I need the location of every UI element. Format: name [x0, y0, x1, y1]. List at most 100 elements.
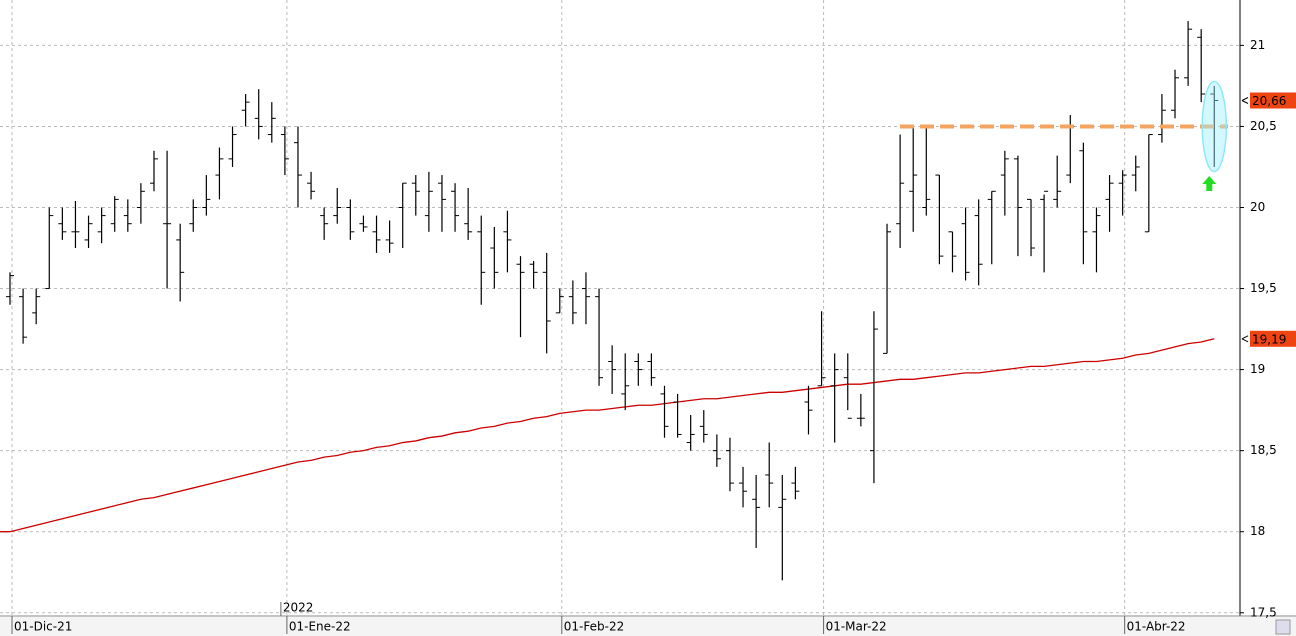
- moving-average-line: [0, 338, 1215, 533]
- ohlc-bar: [961, 207, 970, 281]
- ohlc-bar: [1027, 198, 1036, 257]
- y-tick-label: 19,5: [1250, 281, 1277, 295]
- ohlc-bar: [215, 147, 224, 200]
- ohlc-bar: [97, 207, 106, 244]
- y-tick-label: 19: [1250, 362, 1265, 376]
- ohlc-bar: [595, 288, 604, 386]
- ohlc-bar: [424, 171, 433, 232]
- ohlc-bar: [725, 437, 734, 492]
- ohlc-bar: [437, 175, 446, 232]
- ohlc-bar: [1092, 207, 1101, 273]
- y-tick-label: 21: [1250, 38, 1265, 52]
- ohlc-bar: [778, 474, 787, 581]
- price-pointer: [1241, 335, 1249, 343]
- ohlc-bar: [752, 474, 761, 548]
- ohlc-bar: [817, 311, 826, 387]
- ohlc-bar: [45, 207, 54, 290]
- ohlc-bar: [542, 252, 551, 354]
- ohlc-bar: [241, 94, 250, 127]
- ohlc-bar: [581, 272, 590, 325]
- ohlc-bar: [254, 89, 263, 140]
- up-arrow: [1202, 176, 1217, 191]
- ohlc-bar: [1013, 155, 1022, 257]
- ohlc-bar: [739, 466, 748, 508]
- ohlc-bar: [699, 410, 708, 443]
- ohlc-bar: [411, 175, 420, 216]
- ohlc-bar: [634, 353, 643, 386]
- ohlc-bar: [974, 199, 983, 286]
- ohlc-bar: [529, 260, 538, 289]
- ohlc-bar: [856, 393, 865, 427]
- ohlc-bar: [1184, 21, 1193, 86]
- price-label: 20,66: [1252, 94, 1286, 108]
- x-tick-label: 01-Ene-22: [289, 620, 351, 634]
- ohlc-bar: [6, 272, 14, 305]
- price-pointer: [1241, 97, 1249, 104]
- ohlc-bar: [896, 134, 905, 249]
- ohlc-bar: [1079, 142, 1088, 265]
- ohlc-bar: [1210, 85, 1219, 167]
- ohlc-bar: [228, 126, 237, 167]
- ohlc-bar: [267, 102, 276, 143]
- ohlc-bar: [621, 353, 630, 411]
- ohlc-bar: [765, 442, 774, 508]
- ohlc-bar: [372, 215, 381, 253]
- ohlc-bar: [660, 385, 669, 438]
- ohlc-bar: [123, 199, 132, 232]
- x-axis-band: [0, 617, 1296, 636]
- year-label: 2022: [283, 601, 314, 615]
- ohlc-bar: [791, 466, 800, 500]
- ohlc-bar: [516, 256, 525, 338]
- ohlc-bar: [359, 215, 368, 232]
- ohlc-bar: [1197, 29, 1206, 103]
- ohlc-bar: [830, 353, 839, 443]
- ohlc-bar: [948, 231, 957, 273]
- ohlc-bar: [333, 188, 342, 224]
- ohlc-bar: [922, 126, 931, 216]
- y-tick-label: 20,5: [1250, 119, 1277, 133]
- ohlc-bar: [1118, 170, 1127, 216]
- ohlc-bar: [1157, 94, 1166, 143]
- ohlc-bar: [385, 220, 394, 253]
- ohlc-bar: [110, 196, 119, 232]
- ohlc-bar: [176, 223, 185, 302]
- price-label: 19,19: [1252, 332, 1286, 346]
- y-tick-label: 18,5: [1250, 443, 1277, 457]
- ohlc-bar: [568, 280, 577, 325]
- ohlc-bar: [84, 215, 93, 249]
- ohlc-bar: [464, 188, 473, 240]
- ohlc-bar: [712, 434, 721, 467]
- corner-icon[interactable]: [1275, 619, 1291, 635]
- highlight-ellipse: [1201, 80, 1228, 173]
- ohlc-bar: [608, 345, 617, 394]
- ohlc-bar: [987, 190, 996, 265]
- ohlc-bar: [189, 199, 198, 232]
- ohlc-bar: [136, 183, 145, 224]
- ohlc-bar: [869, 311, 878, 484]
- ohlc-bar: [673, 393, 682, 438]
- ohlc-bar: [202, 175, 211, 216]
- ohlc-bar: [293, 126, 302, 208]
- ohlc-bar: [647, 353, 656, 386]
- x-tick-label: 01-Feb-22: [564, 620, 624, 634]
- ohlc-bar: [686, 414, 695, 451]
- ohlc-bar: [307, 171, 316, 200]
- ohlc-bar: [149, 150, 158, 192]
- ohlc-bar: [843, 353, 852, 419]
- ohlc-bar: [346, 199, 355, 240]
- ohlc-bar: [555, 288, 564, 314]
- ohlc-bar: [503, 210, 512, 273]
- ohlc-bar: [1171, 69, 1180, 119]
- ohlc-bar: [909, 126, 918, 232]
- ohlc-bar: [1053, 155, 1062, 208]
- ohlc-bar: [71, 201, 80, 249]
- ohlc-bar: [32, 288, 41, 325]
- y-tick-label: 18: [1250, 524, 1265, 538]
- ohlc-bar: [935, 174, 944, 265]
- ohlc-bar: [163, 150, 172, 289]
- x-tick-label: 01-Dic-21: [14, 620, 72, 634]
- ohlc-bar: [490, 226, 499, 289]
